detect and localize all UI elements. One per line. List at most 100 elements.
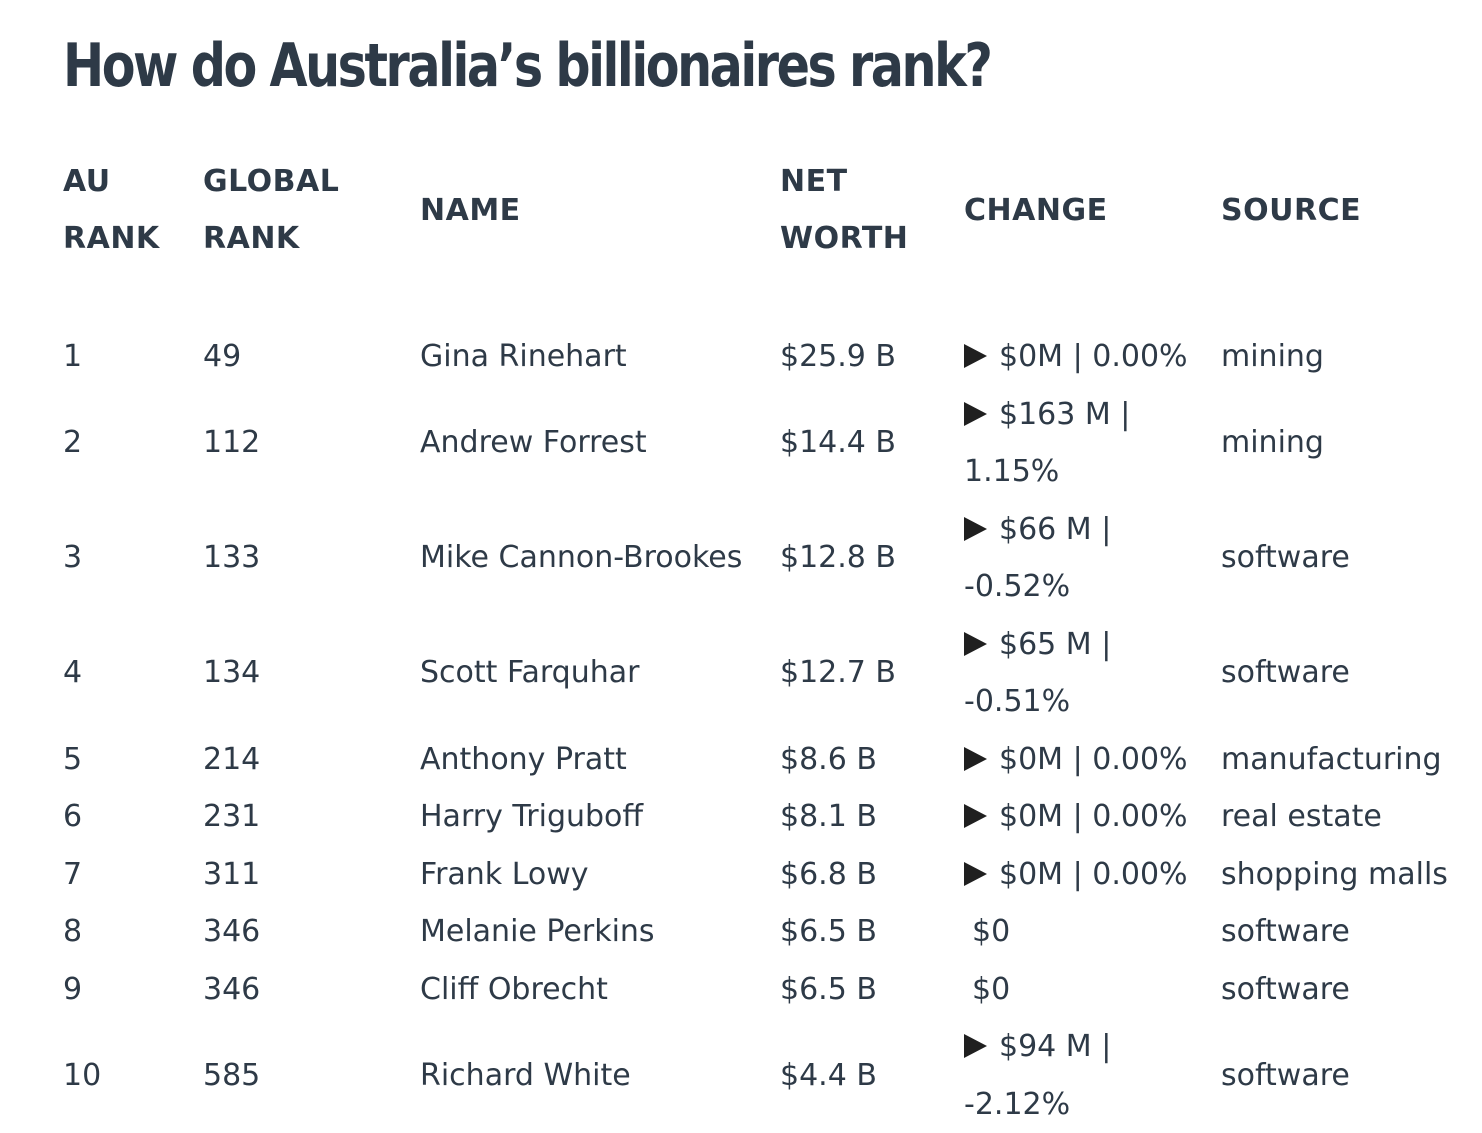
table-row: 10 585 Richard White $4.4 B $94 M | -2.12% so… [63,1018,1476,1133]
header-line: WORTH [780,221,909,256]
cell-au-rank: 9 [63,971,83,1007]
cell-net-worth: $12.7 B [780,655,897,691]
cell-net-worth: $6.8 B [780,856,877,892]
cell-au-rank: 4 [63,655,83,691]
change-value: $65 M | -0.51% [964,626,1112,720]
cell-global-rank: 346 [203,971,261,1007]
header-line: NAME [420,192,521,228]
cell-source: software [1221,655,1350,691]
column-header-net-worth: NET WORTH [780,150,964,270]
table-row: 7 311 Frank Lowy $6.8 B $0M | 0.00% shopping … [63,846,1476,904]
spacer-cell [63,270,1476,328]
cell-name: Richard White [420,1057,631,1093]
header-line: AU [63,164,111,199]
cell-source: manufacturing [1221,741,1442,777]
cell-change: $0M | 0.00% [964,846,1221,904]
cell-global-rank: 346 [203,914,261,949]
cell-name: Andrew Forrest [420,425,647,461]
cell-name: Mike Cannon-Brookes [420,540,743,576]
cell-net-worth: $8.1 B [780,799,877,834]
cell-source: mining [1221,339,1324,374]
change-value: $0 [972,971,1011,1007]
cell-global-rank: 133 [203,540,261,576]
cell-global-rank: 134 [203,655,261,691]
cell-name: Cliff Obrecht [420,971,608,1007]
cell-name: Melanie Perkins [420,914,655,949]
cell-au-rank: 6 [63,799,83,834]
cell-name: Scott Farquhar [420,655,640,691]
triangle-right-icon [964,516,987,541]
cell-net-worth: $4.4 B [780,1057,877,1093]
column-header-au-rank: AU RANK [63,150,203,270]
header-line: SOURCE [1221,192,1362,228]
cell-change: $0 [964,961,1221,1019]
table-row: 9 346 Cliff Obrecht $6.5 B $0 software [63,961,1476,1019]
change-value: $0M | 0.00% [999,856,1188,892]
triangle-right-icon [964,804,987,828]
cell-change: $0 [964,903,1221,961]
cell-change: $163 M | 1.15% [964,386,1221,501]
cell-au-rank: 3 [63,540,83,576]
cell-global-rank: 214 [203,741,261,777]
cell-net-worth: $25.9 B [780,339,897,374]
cell-net-worth: $8.6 B [780,741,877,777]
column-header-change: CHANGE [964,150,1221,270]
header-line: RANK [63,221,160,256]
cell-net-worth: $12.8 B [780,540,897,576]
cell-source: mining [1221,425,1324,461]
cell-global-rank: 49 [203,339,242,374]
cell-name: Gina Rinehart [420,339,627,374]
triangle-right-icon [964,1034,987,1058]
table-body: 1 49 Gina Rinehart $25.9 B $0M | 0.00% mining… [63,270,1476,1133]
cell-change: $65 M | -0.51% [964,616,1221,731]
cell-au-rank: 5 [63,741,83,777]
change-value: $163 M | 1.15% [964,396,1131,490]
triangle-right-icon [964,344,987,368]
cell-global-rank: 231 [203,799,261,834]
cell-change: $66 M | -0.52% [964,501,1221,616]
header-line: GLOBAL [203,164,340,199]
cell-change: $0M | 0.00% [964,788,1221,846]
column-header-source: SOURCE [1221,150,1476,270]
triangle-right-icon [964,746,987,771]
change-value: $94 M | -2.12% [964,1029,1112,1122]
page-title: How do Australia’s billionaires rank? [63,31,993,101]
cell-au-rank: 1 [63,339,83,374]
cell-name: Harry Triguboff [420,799,644,834]
change-value: $0M | 0.00% [999,741,1188,777]
cell-source: real estate [1221,799,1382,834]
cell-source: software [1221,971,1350,1007]
table-row: 4 134 Scott Farquhar $12.7 B $65 M | -0.51% s… [63,616,1476,731]
cell-net-worth: $6.5 B [780,914,877,949]
cell-name: Anthony Pratt [420,741,627,777]
header-line: NET [780,164,848,199]
cell-change: $0M | 0.00% [964,731,1221,789]
table-row: 8 346 Melanie Perkins $6.5 B $0 software [63,903,1476,961]
cell-source: software [1221,914,1350,949]
table-row: 6 231 Harry Triguboff $8.1 B $0M | 0.00% real… [63,788,1476,846]
cell-au-rank: 2 [63,425,83,461]
header-line: RANK [203,221,300,256]
cell-source: shopping malls [1221,856,1448,892]
cell-au-rank: 10 [63,1057,102,1093]
table-row: 1 49 Gina Rinehart $25.9 B $0M | 0.00% mining [63,328,1476,386]
change-value: $0M | 0.00% [999,339,1188,374]
column-header-name: NAME [420,150,780,270]
cell-source: software [1221,540,1350,576]
cell-global-rank: 585 [203,1057,261,1093]
cell-au-rank: 8 [63,914,83,949]
change-value: $0M | 0.00% [999,799,1188,834]
table-row: 2 112 Andrew Forrest $14.4 B $163 M | 1.15% m… [63,386,1476,501]
cell-global-rank: 112 [203,425,261,461]
billionaires-table: AU RANK GLOBAL RANK NAME NET WORTH CHANG… [63,150,1476,1133]
cell-name: Frank Lowy [420,856,589,892]
cell-au-rank: 7 [63,856,83,892]
column-header-global-rank: GLOBAL RANK [203,150,420,270]
table-header-row: AU RANK GLOBAL RANK NAME NET WORTH CHANG… [63,150,1476,270]
change-value: $66 M | -0.52% [964,511,1112,605]
cell-change: $0M | 0.00% [964,328,1221,386]
table-row: 5 214 Anthony Pratt $8.6 B $0M | 0.00% manufa… [63,731,1476,789]
cell-global-rank: 311 [203,856,261,892]
cell-change: $94 M | -2.12% [964,1018,1221,1133]
